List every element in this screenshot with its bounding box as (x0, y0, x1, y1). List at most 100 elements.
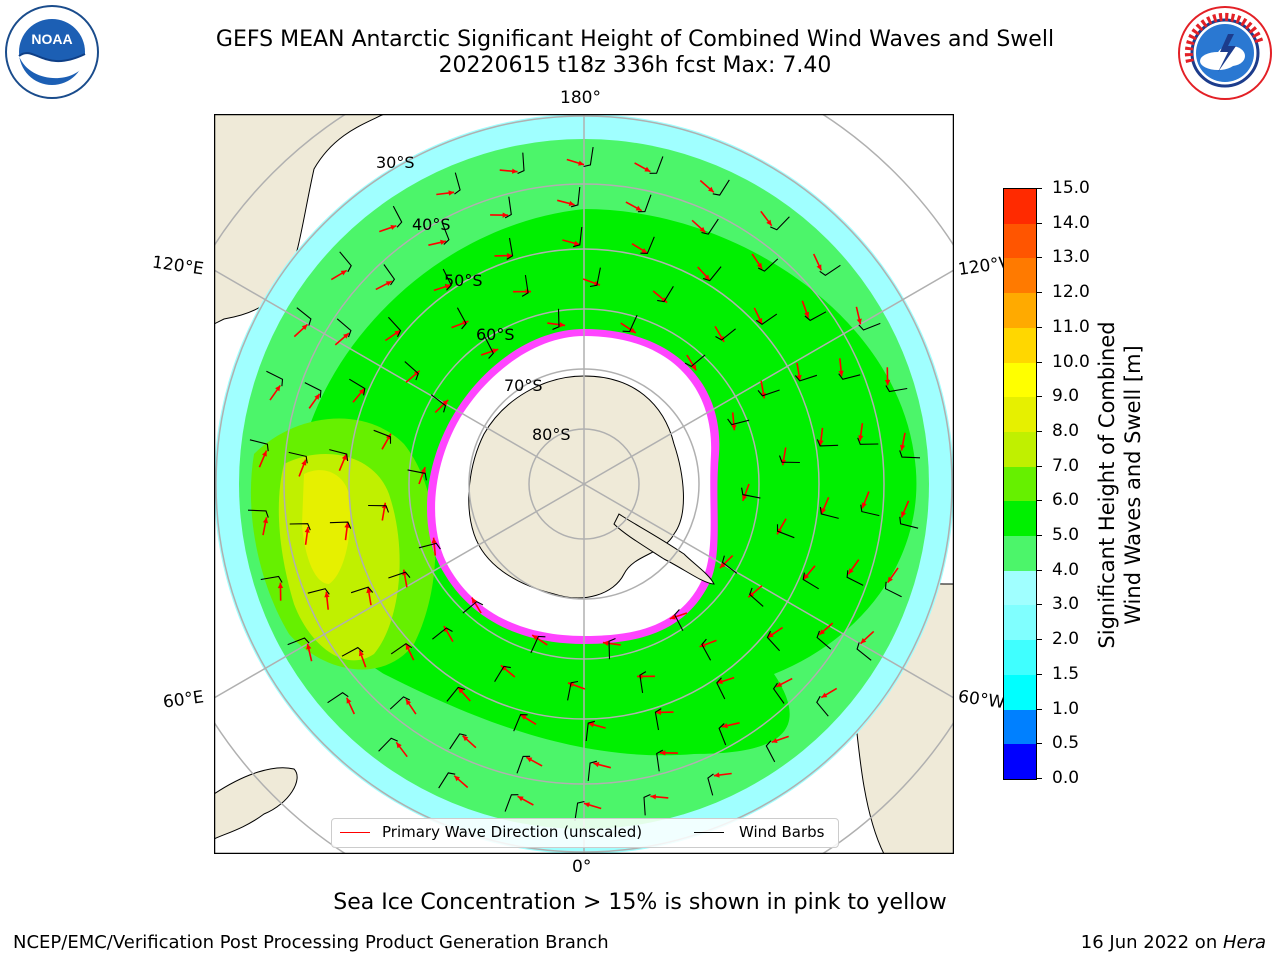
wind-barb (765, 740, 776, 763)
wave-arrow-head (699, 226, 706, 233)
wind-barb (506, 237, 514, 260)
wind-barb (701, 218, 719, 235)
wave-arrow-head (821, 692, 828, 698)
wind-barb (389, 696, 411, 710)
wind-barb (368, 504, 390, 513)
lon-label-60e: 60°E (161, 687, 206, 713)
colorbar-title: Significant Height of Combined Wind Wave… (1094, 321, 1146, 648)
wave-arrow-head (394, 330, 401, 336)
wave-arrow-head (314, 393, 320, 400)
wind-barb (819, 506, 839, 519)
wind-barb (449, 733, 467, 750)
colorbar-tick-mark (1036, 673, 1042, 675)
wind-barb (701, 638, 712, 661)
wind-barb (339, 251, 352, 273)
wind-barb (341, 646, 364, 657)
chart-title: GEFS MEAN Antarctic Significant Height o… (215, 27, 1055, 52)
colorbar-tick-label: 10.0 (1052, 351, 1090, 372)
wind-barb (336, 318, 352, 338)
wave-arrow-head (655, 709, 661, 715)
wind-barb (494, 665, 511, 682)
lat-label-70s: 70°S (504, 376, 543, 395)
wave-arrow-head (413, 370, 420, 377)
lat-label-40s: 40°S (412, 215, 451, 234)
graticule (214, 114, 954, 854)
wave-arrow-head (713, 772, 720, 778)
wave-arrow-head (341, 454, 347, 461)
colorbar-segment (1004, 604, 1036, 641)
wave-arrow-head (856, 318, 862, 325)
wind-barb (442, 268, 452, 291)
colorbar-tick-label: 13.0 (1052, 247, 1090, 268)
lon-label-120e: 120°E (150, 252, 205, 280)
wave-arrow-head (635, 205, 642, 211)
colorbar-tick-mark (1036, 500, 1042, 502)
wind-barb (350, 586, 374, 594)
wind-barb (392, 205, 403, 228)
wind-barb (249, 439, 269, 452)
wave-arrow-head (884, 379, 891, 386)
wave-arrow-head (722, 723, 728, 729)
wind-barb (329, 449, 349, 462)
wave-arrow-head (448, 190, 455, 196)
wave-arrow-head (301, 459, 307, 466)
wave-arrow-head (691, 364, 697, 371)
wave-arrow-head (462, 735, 469, 742)
wind-barb (430, 394, 447, 413)
wave-arrow-head (443, 626, 449, 633)
colorbar-segment (1004, 396, 1036, 432)
wave-arrow-head (602, 640, 609, 646)
wave-arrow-head (492, 348, 499, 354)
wind-barb (513, 714, 528, 732)
wave-arrow-head (507, 253, 513, 259)
colorbar-segment (1004, 674, 1036, 710)
wave-arrow-head (816, 264, 822, 271)
wind-barb (516, 755, 531, 774)
lat-label-30s: 30°S (376, 153, 415, 172)
wind-barb (289, 523, 311, 531)
wind-barb (640, 236, 655, 254)
colorbar-segment (1004, 431, 1036, 467)
colorbar-tick-mark (1036, 326, 1042, 328)
wave-arrow-head (650, 794, 656, 800)
colorbar-tick-mark (1036, 188, 1042, 189)
colorbar-segment (1004, 535, 1036, 571)
australia-land (214, 114, 385, 325)
wind-barb (770, 216, 790, 231)
wave-arrow-head (390, 225, 397, 230)
colorbar-tick-label: 5.0 (1052, 525, 1080, 546)
lat-label-80s: 80°S (532, 425, 571, 444)
wave-arrow-head (568, 200, 575, 206)
wind-barb (583, 147, 594, 168)
colorbar-tick-mark (1036, 222, 1042, 224)
map-svg: 30°S 40°S 50°S 60°S 70°S 80°S (213, 113, 955, 855)
wind-barb (349, 378, 366, 396)
colorbar-segment (1004, 327, 1036, 363)
wave-arrow-head (818, 440, 824, 446)
wind-barb (327, 692, 349, 704)
wind-barb (856, 642, 872, 661)
wind-barb (296, 307, 312, 326)
wave-arrow-head (526, 757, 533, 763)
wind-barb (438, 772, 456, 789)
colorbar-tick-mark (1036, 743, 1042, 745)
wave-arrow-head (659, 750, 666, 756)
footer-date: 16 Jun 2022 on Hera (1081, 932, 1266, 953)
noaa-logo: NOAA (4, 4, 100, 100)
wind-barb (288, 451, 308, 464)
wind-barb (484, 336, 494, 359)
wind-barb (727, 418, 750, 426)
sea-ice-note: Sea Ice Concentration > 15% is shown in … (333, 890, 947, 915)
wave-arrow-head (767, 632, 774, 638)
wave-arrow-head (588, 722, 595, 728)
colorbar-title-line2: Wind Waves and Swell [m] (1121, 345, 1145, 625)
wind-barb (307, 588, 330, 595)
wave-arrow-head (385, 281, 392, 286)
wave-arrow-head (396, 742, 402, 749)
antarctic-peninsula (613, 513, 715, 585)
wind-barb (741, 487, 761, 499)
wind-barb (329, 521, 352, 529)
wind-barb (712, 179, 730, 196)
wind-barb (899, 516, 919, 529)
wind-barb (749, 587, 764, 607)
